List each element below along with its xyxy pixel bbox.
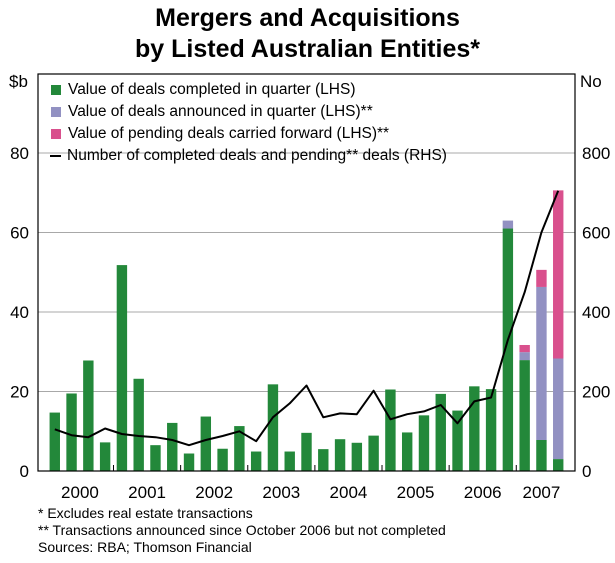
bar-completed-12: [234, 426, 245, 471]
bar-completed-4: [99, 442, 111, 471]
bar-completed-2: [66, 393, 77, 471]
left-tick-60: 60: [10, 224, 29, 243]
legend-label-announced: Value of deals announced in quarter (LHS…: [68, 103, 373, 120]
legend-swatch-pending: [51, 129, 61, 139]
bar-completed-11: [217, 448, 228, 471]
bar-completed-8: [167, 422, 178, 471]
x-label-2002: 2002: [195, 483, 233, 502]
legend-label-completed: Value of deals completed in quarter (LHS…: [68, 81, 356, 98]
legend-item-number: Number of completed deals and pending** …: [48, 145, 447, 167]
bar-completed-6: [133, 378, 144, 471]
bar-completed-29: [519, 360, 530, 471]
x-label-2007: 2007: [523, 483, 561, 502]
right-tick-800: 800: [582, 144, 610, 163]
bar-completed-17: [318, 449, 329, 471]
left-axis-unit: $b: [9, 72, 28, 91]
legend-label-pending: Value of pending deals carried forward (…: [68, 125, 390, 142]
bar-completed-15: [284, 451, 295, 471]
legend-label-number: Number of completed deals and pending** …: [67, 147, 447, 164]
right-tick-200: 200: [582, 383, 610, 402]
bar-completed-10: [200, 416, 212, 471]
bar-pending-30: [536, 269, 547, 287]
x-label-2006: 2006: [464, 483, 502, 502]
bar-completed-23: [418, 415, 430, 471]
bar-announced-30: [536, 286, 547, 440]
left-tick-80: 80: [10, 144, 29, 163]
bar-completed-9: [183, 453, 195, 471]
legend-item-pending: Value of pending deals carried forward (…: [48, 123, 447, 145]
plot-frame: [37, 73, 576, 472]
bar-announced-29: [519, 352, 530, 361]
bar-completed-20: [368, 435, 379, 471]
bar-completed-26: [469, 386, 480, 471]
bar-completed-22: [401, 432, 413, 471]
bar-completed-13: [250, 451, 262, 471]
bar-announced-28: [502, 220, 514, 229]
bar-pending-29: [519, 344, 530, 353]
footnote-sources: Sources: RBA; Thomson Financial: [38, 539, 252, 555]
bar-completed-19: [351, 442, 363, 471]
legend-line-number: [50, 155, 61, 157]
x-label-2005: 2005: [397, 483, 435, 502]
bar-announced-31: [553, 358, 564, 460]
line-number-of-deals: [54, 190, 560, 447]
x-label-2000: 2000: [61, 483, 99, 502]
bar-pending-31: [553, 190, 564, 359]
bar-completed-27: [485, 389, 497, 471]
footnote-transactions: ** Transactions announced since October …: [38, 522, 446, 538]
right-tick-0: 0: [582, 462, 591, 481]
x-label-2001: 2001: [128, 483, 166, 502]
bar-completed-14: [267, 384, 279, 471]
right-tick-400: 400: [582, 303, 610, 322]
bar-completed-18: [334, 439, 346, 471]
legend-item-completed: Value of deals completed in quarter (LHS…: [48, 79, 447, 101]
bar-completed-31: [553, 459, 564, 471]
x-label-2003: 2003: [262, 483, 300, 502]
x-label-2004: 2004: [330, 483, 368, 502]
left-tick-40: 40: [10, 303, 29, 322]
left-tick-20: 20: [10, 383, 29, 402]
legend-swatch-completed: [51, 85, 61, 95]
bar-completed-30: [536, 439, 547, 471]
bar-completed-1: [49, 412, 60, 471]
left-tick-0: 0: [20, 462, 29, 481]
footnote-excludes: * Excludes real estate transactions: [38, 505, 253, 521]
bar-completed-28: [502, 228, 514, 471]
right-axis-unit: No: [580, 72, 602, 91]
chart-title-line-1: Mergers and Acquisitions: [155, 4, 460, 32]
chart-title-line-2: by Listed Australian Entities*: [135, 35, 480, 63]
right-tick-600: 600: [582, 224, 610, 243]
legend: Value of deals completed in quarter (LHS…: [48, 79, 447, 167]
bar-completed-21: [385, 389, 396, 471]
bar-completed-5: [116, 265, 128, 471]
bar-completed-3: [83, 360, 94, 471]
legend-swatch-announced: [51, 107, 61, 117]
legend-item-announced: Value of deals announced in quarter (LHS…: [48, 101, 447, 123]
bar-completed-7: [150, 445, 161, 471]
bar-completed-25: [452, 410, 463, 471]
bar-completed-24: [435, 393, 446, 471]
bar-completed-16: [301, 432, 312, 471]
